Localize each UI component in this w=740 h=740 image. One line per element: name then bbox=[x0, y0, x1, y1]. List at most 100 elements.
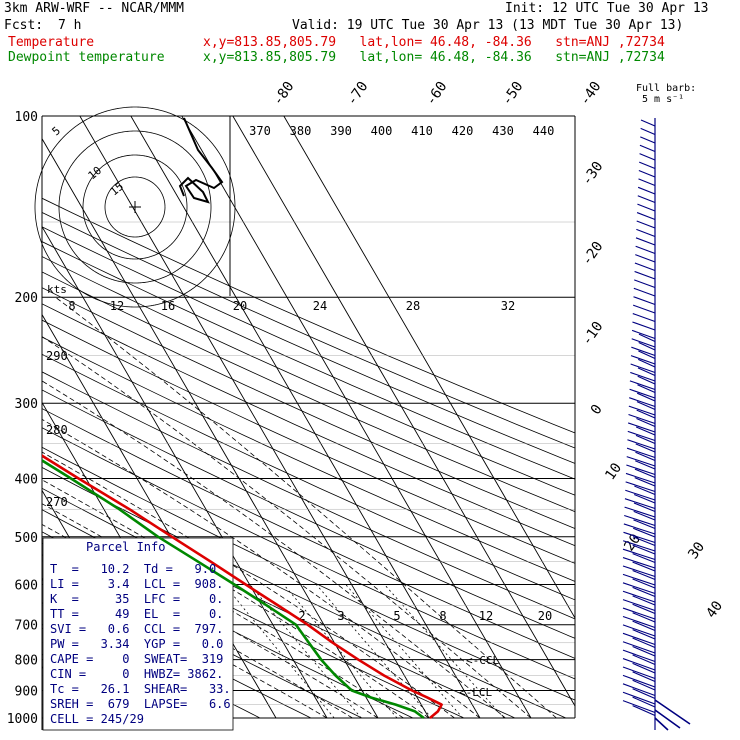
mixing-ratio-label: 20 bbox=[538, 609, 552, 623]
wind-barb bbox=[640, 127, 656, 136]
wind-barb bbox=[634, 477, 656, 487]
hodograph-trace bbox=[178, 117, 224, 204]
isotherm-line bbox=[232, 116, 575, 707]
isotherm-label: 30 bbox=[685, 539, 708, 562]
wind-barb bbox=[632, 654, 656, 666]
isotherm-label: 20 bbox=[621, 531, 644, 554]
wind-barb bbox=[640, 136, 656, 144]
mixing-ratio-label: 2 bbox=[298, 609, 305, 623]
wind-barb bbox=[635, 451, 656, 462]
pressure-tick-label: 600 bbox=[15, 578, 38, 593]
wind-barb bbox=[632, 313, 656, 323]
wind-barb bbox=[634, 468, 656, 479]
theta-e-label: 440 bbox=[533, 124, 555, 138]
wind-barb bbox=[626, 464, 656, 476]
wind-barb bbox=[632, 603, 656, 615]
hodograph-ring bbox=[82, 154, 188, 260]
isotherm-line bbox=[42, 137, 379, 719]
wind-barb bbox=[622, 557, 656, 569]
wind-barb bbox=[637, 195, 656, 204]
wind-barb bbox=[639, 161, 656, 170]
wind-barb bbox=[633, 493, 656, 504]
temperature-profile-line bbox=[42, 454, 443, 719]
wind-barb bbox=[631, 329, 656, 340]
wind-barb bbox=[627, 422, 656, 433]
wind-barb bbox=[630, 371, 656, 382]
wind-barb bbox=[635, 245, 656, 255]
wind-barb bbox=[622, 548, 656, 561]
wind-barb bbox=[622, 540, 656, 552]
ccl-label: <-CCL bbox=[466, 654, 499, 667]
wind-barb bbox=[638, 342, 656, 351]
wind-barb bbox=[634, 460, 656, 470]
wind-barb bbox=[629, 397, 656, 408]
wind-barb bbox=[632, 586, 656, 598]
wind-barb bbox=[622, 582, 656, 595]
wind-barb bbox=[623, 523, 656, 535]
hodograph-ring-label: 5 bbox=[50, 124, 63, 138]
wind-barb bbox=[632, 536, 656, 547]
wind-barb bbox=[622, 590, 656, 603]
wind-barb bbox=[622, 641, 656, 654]
forecast-hour: 7 h bbox=[58, 18, 82, 33]
mixing-ratio-label: 5 bbox=[393, 609, 400, 623]
wind-barb bbox=[632, 671, 656, 683]
wind-barb bbox=[639, 144, 656, 153]
isotherm-line bbox=[42, 225, 328, 719]
isotherm-line bbox=[283, 116, 575, 619]
wind-barb bbox=[633, 519, 656, 530]
wind-barb bbox=[622, 565, 656, 578]
isotherm-line bbox=[130, 116, 481, 719]
init-time: Init: 12 UTC Tue 30 Apr 13 bbox=[505, 1, 709, 16]
wind-barb bbox=[633, 510, 656, 521]
wind-barb bbox=[635, 237, 656, 246]
wind-barb bbox=[635, 434, 656, 445]
hodograph-speed-label: 32 bbox=[501, 299, 515, 313]
wind-barb bbox=[629, 380, 656, 391]
wind-barb bbox=[627, 439, 656, 450]
wind-barb bbox=[636, 409, 656, 419]
parcel-row-5: PW = 3.34 YGP = 0.0 bbox=[50, 637, 224, 651]
wind-barb bbox=[625, 489, 656, 501]
wind-barb bbox=[635, 426, 656, 436]
pressure-tick-label: 500 bbox=[15, 531, 38, 546]
moist-adiabat-line bbox=[42, 336, 532, 719]
wind-barb bbox=[632, 679, 656, 691]
dry-adiabat-label: 290 bbox=[46, 349, 68, 363]
wind-barb bbox=[622, 691, 656, 705]
wind-barb bbox=[640, 119, 656, 127]
wind-barb bbox=[638, 333, 656, 342]
wind-barb bbox=[632, 569, 656, 581]
wind-barb bbox=[632, 662, 656, 674]
hodograph-ring bbox=[58, 130, 212, 284]
hodograph-ring bbox=[104, 176, 166, 238]
pressure-tick-label: 800 bbox=[15, 654, 38, 669]
mixing-ratio-line bbox=[223, 584, 335, 719]
parcel-row-9: SREH = 679 LAPSE= 6.6 bbox=[50, 697, 231, 711]
temperature-legend: Temperature bbox=[8, 35, 95, 50]
barb-legend-unit: 5 m s⁻¹ bbox=[642, 94, 685, 105]
barb-legend-title: Full barb: bbox=[636, 83, 697, 94]
wind-barb bbox=[628, 405, 656, 416]
isotherm-label: 40 bbox=[703, 598, 726, 621]
hodograph-speed-label: 28 bbox=[406, 299, 420, 313]
parcel-info-title: Parcel Info bbox=[86, 540, 166, 554]
moist-adiabat-line bbox=[42, 380, 506, 719]
moist-adiabat-line bbox=[42, 503, 404, 719]
wind-barb bbox=[633, 502, 656, 513]
hodograph-speed-label: 20 bbox=[233, 299, 247, 313]
mixing-ratio-label: 12 bbox=[479, 609, 493, 623]
parcel-row-4: SVI = 0.6 CCL = 797. bbox=[50, 622, 224, 636]
wind-barb bbox=[624, 498, 656, 510]
mixing-ratio-line bbox=[345, 584, 464, 719]
hodograph-speed-label: 12 bbox=[110, 299, 124, 313]
wind-barb bbox=[632, 561, 656, 572]
wind-barb bbox=[635, 443, 656, 453]
hodograph-unit-label: kts bbox=[47, 283, 67, 296]
theta-e-label: 400 bbox=[371, 124, 393, 138]
hodograph-ring-label: 15 bbox=[108, 180, 127, 198]
pressure-tick-label: 1000 bbox=[7, 712, 38, 727]
isotherm-label: -10 bbox=[579, 319, 607, 349]
wind-barb bbox=[622, 607, 656, 620]
